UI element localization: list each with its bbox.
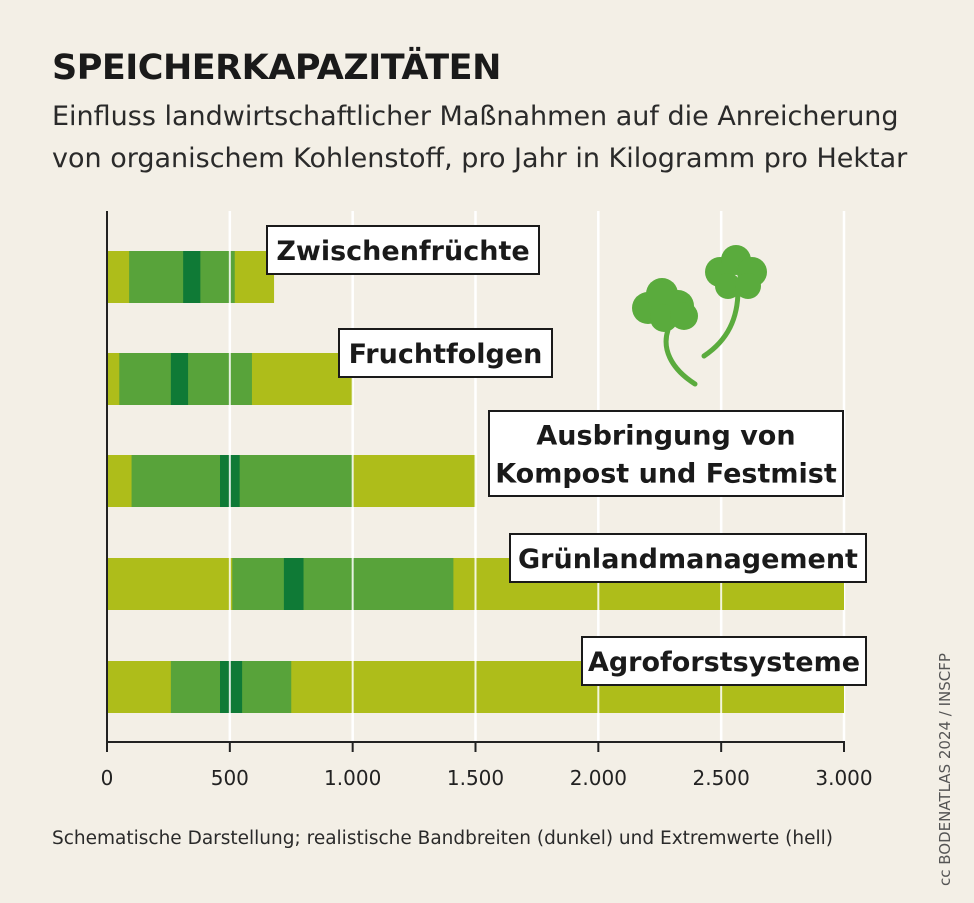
x-tick-label: 500 [211, 766, 249, 790]
x-tick-label: 2.500 [693, 766, 750, 790]
category-label-text: Agroforstsysteme [588, 647, 860, 678]
category-label-text: Kompost und Festmist [495, 459, 837, 490]
category-label-text: Grünlandmanagement [518, 544, 858, 575]
category-label-4: Agroforstsysteme [581, 636, 867, 686]
category-label-text: Fruchtfolgen [349, 339, 543, 370]
category-label-3: Grünlandmanagement [509, 533, 867, 583]
category-label-text: Zwischenfrüchte [276, 236, 529, 267]
category-label-1: Fruchtfolgen [338, 328, 553, 378]
bar-core-4 [220, 661, 243, 713]
bar-core-3 [283, 558, 304, 610]
x-tick-label: 0 [101, 766, 114, 790]
category-label-text: Ausbringung von [536, 421, 795, 452]
label-box [581, 636, 867, 686]
x-tick-label: 1.500 [447, 766, 504, 790]
chart-title: SPEICHERKAPAZITÄTEN [52, 48, 501, 88]
subtitle-line-1: Einfluss landwirtschaftlicher Maßnahmen … [52, 101, 899, 132]
subtitle-line-2: von organischem Kohlenstoff, pro Jahr in… [52, 143, 908, 174]
storage-capacity-chart: 0 500 1.000 1.500 2.000 2.500 3.000 Zwischenfr… [101, 211, 873, 790]
clover-illustration [632, 245, 767, 387]
bar-core-1 [170, 353, 189, 405]
credit-line: cc BODENATLAS 2024 / INSCFP [936, 653, 954, 886]
clover-icon [632, 278, 698, 387]
axes: 0 500 1.000 1.500 2.000 2.500 3.000 [101, 211, 873, 790]
category-label-0: Zwischenfrüchte [266, 225, 540, 275]
label-box [509, 533, 867, 583]
bar-realistic-2 [131, 455, 353, 507]
clover-icon [701, 245, 767, 359]
chart-subtitle: Einfluss landwirtschaftlicher Maßnahmen … [52, 96, 932, 180]
label-box [266, 225, 540, 275]
category-labels: Zwischenfrüchte Fruchtfolgen Ausbringung v… [266, 225, 867, 686]
x-tick-label: 1.000 [324, 766, 381, 790]
x-tick-label: 3.000 [815, 766, 872, 790]
category-label-2: Ausbringung von Kompost und Festmist [488, 410, 844, 497]
x-tick-label: 2.000 [570, 766, 627, 790]
footnote: Schematische Darstellung; realistische B… [52, 828, 833, 849]
bar-core-0 [183, 251, 201, 303]
bar-realistic-3 [232, 558, 454, 610]
bar-realistic-0 [129, 251, 235, 303]
bars [107, 211, 844, 742]
label-box [338, 328, 553, 378]
label-box [488, 410, 844, 497]
